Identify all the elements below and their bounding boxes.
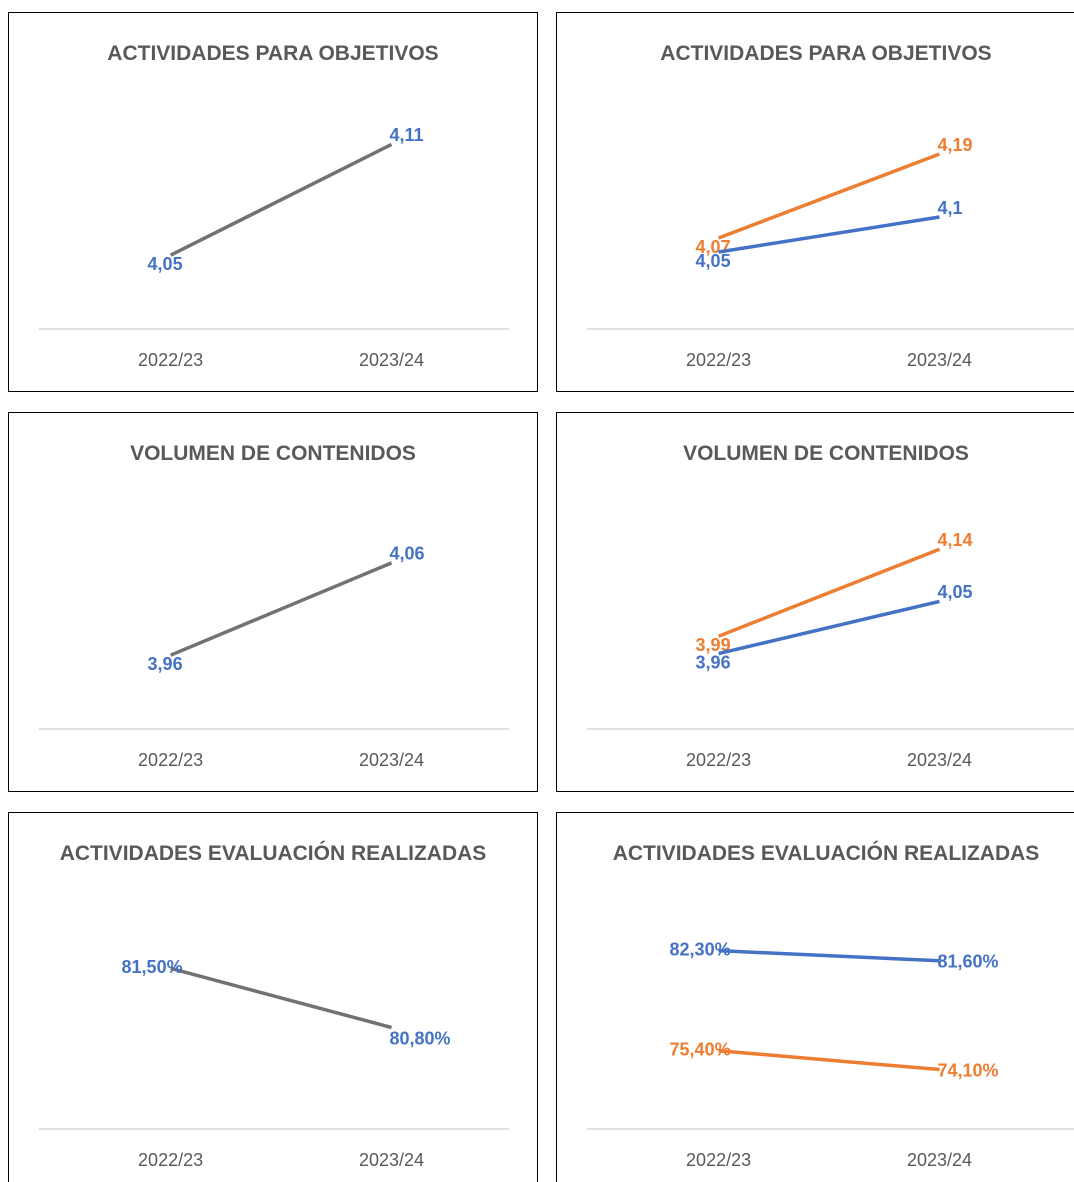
- x-tick-label: 2023/24: [907, 350, 972, 370]
- data-label: 81,60%: [938, 952, 999, 972]
- data-label: 75,40%: [670, 1039, 731, 1059]
- data-label: 3,99: [696, 635, 731, 655]
- x-tick-label: 2022/23: [686, 1150, 751, 1170]
- x-tick-label: 2023/24: [907, 750, 972, 770]
- data-label: 4,19: [938, 135, 973, 155]
- series-line: [717, 152, 941, 240]
- chart-panel: ACTIVIDADES EVALUACIÓN REALIZADAS 2022/23…: [556, 812, 1074, 1182]
- data-label: 80,80%: [390, 1028, 451, 1048]
- x-tick-label: 2022/23: [686, 750, 751, 770]
- chart-title: VOLUMEN DE CONTENIDOS: [683, 442, 969, 465]
- x-tick-label: 2022/23: [686, 350, 751, 370]
- plot: 2022/23 2023/24 82,30% 81,60% 75,40% 74,10%: [587, 939, 1074, 1170]
- x-tick-label: 2022/23: [138, 750, 203, 770]
- plot: 2022/23 2023/24 3,99 4,14 3,96 4,05: [587, 530, 1074, 770]
- data-label: 4,05: [938, 582, 973, 602]
- data-label: 4,1: [938, 198, 963, 218]
- plot: 2022/23 2023/24 4,05 4,11: [39, 125, 509, 370]
- chart-panel: VOLUMEN DE CONTENIDOS 2022/23 2023/24 3,96 4…: [8, 412, 538, 792]
- x-tick-label: 2022/23: [138, 1150, 203, 1170]
- plot: 2022/23 2023/24 81,50% 80,80%: [39, 957, 509, 1170]
- data-label: 82,30%: [670, 939, 731, 959]
- series-line: [718, 599, 940, 656]
- data-label: 4,06: [390, 544, 425, 564]
- chart-title: ACTIVIDADES EVALUACIÓN REALIZADAS: [59, 842, 487, 865]
- x-tick-label: 2022/23: [138, 350, 203, 370]
- chart-title: ACTIVIDADES PARA OBJETIVOS: [660, 42, 992, 65]
- chart-panel: ACTIVIDADES PARA OBJETIVOS 2022/23 2023/24…: [8, 12, 538, 392]
- plot: 2022/23 2023/244,074,194,054,1: [587, 135, 1074, 370]
- series-line: [169, 561, 393, 657]
- series-line: [717, 547, 941, 638]
- series-line: [169, 142, 393, 257]
- chart-panel: ACTIVIDADES EVALUACIÓN REALIZADAS 2022/23…: [8, 812, 538, 1182]
- x-tick-label: 2023/24: [359, 350, 424, 370]
- chart-panel: ACTIVIDADES PARA OBJETIVOS 2022/23 2023/24…: [556, 12, 1074, 392]
- x-tick-label: 2023/24: [359, 1150, 424, 1170]
- series-line: [718, 215, 940, 254]
- data-label: 4,14: [938, 530, 973, 550]
- chart-title: VOLUMEN DE CONTENIDOS: [130, 442, 416, 465]
- chart-title: ACTIVIDADES PARA OBJETIVOS: [107, 42, 439, 65]
- data-label: 4,05: [148, 254, 183, 274]
- data-label: 3,96: [148, 654, 183, 674]
- x-tick-label: 2023/24: [907, 1150, 972, 1170]
- data-label: 4,05: [696, 251, 731, 271]
- series-line: [170, 966, 392, 1030]
- series-line: [718, 1048, 940, 1072]
- data-label: 81,50%: [122, 957, 183, 977]
- plot: 2022/23 2023/24 3,96 4,06: [39, 544, 509, 770]
- chart-title: ACTIVIDADES EVALUACIÓN REALIZADAS: [612, 842, 1040, 865]
- data-label: 74,10%: [938, 1060, 999, 1080]
- data-label: 4,11: [390, 125, 424, 145]
- chart-panel: VOLUMEN DE CONTENIDOS 2022/23 2023/24 3,99 4…: [556, 412, 1074, 792]
- series-line: [718, 948, 940, 963]
- x-tick-label: 2023/24: [359, 750, 424, 770]
- data-label: 3,96: [696, 652, 731, 672]
